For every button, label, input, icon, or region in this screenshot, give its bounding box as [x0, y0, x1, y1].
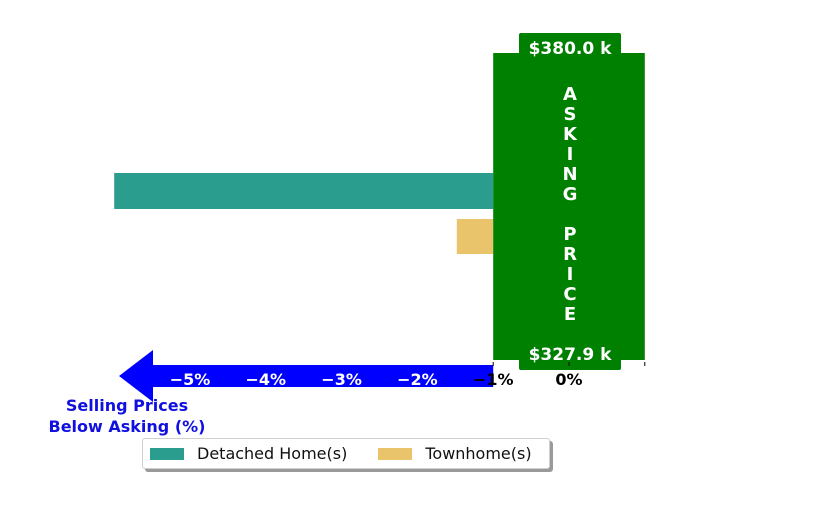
asking-price-letter: I	[567, 264, 574, 285]
bar-detached	[114, 173, 494, 209]
legend-label-townhome: Townhome(s)	[425, 444, 532, 463]
legend-item-detached: Detached Home(s)	[150, 444, 347, 463]
x-axis-label: Below Asking (%)	[49, 417, 206, 436]
bar-townhome	[456, 219, 494, 254]
x-tick-label: −1%	[473, 370, 514, 389]
legend-swatch-townhome	[378, 447, 413, 460]
asking-price-letter: K	[563, 124, 578, 145]
asking-price-letter: P	[563, 224, 576, 245]
legend-label-detached: Detached Home(s)	[197, 444, 348, 463]
legend-item-townhome: Townhome(s)	[378, 444, 532, 463]
x-tick-label: −3%	[321, 370, 362, 389]
x-axis-label: Selling Prices	[66, 396, 188, 415]
asking-price-letter: R	[563, 244, 577, 265]
asking-price-letter: G	[563, 184, 578, 205]
legend-swatch-detached	[150, 447, 184, 460]
asking-price-box	[493, 53, 645, 360]
top-price-label: $380.0 k	[529, 39, 613, 59]
asking-price-letter: N	[562, 164, 577, 185]
legend: Detached Home(s) Townhome(s)	[142, 438, 550, 469]
asking-price-letter: E	[564, 304, 576, 325]
asking-price-letter: I	[567, 144, 574, 165]
x-tick-label: −2%	[397, 370, 438, 389]
asking-price-letter: C	[563, 284, 576, 305]
x-tick-label: −4%	[246, 370, 287, 389]
bottom-price-badge	[519, 340, 621, 370]
asking-price-letter: S	[564, 104, 577, 125]
x-tick-label: −5%	[170, 370, 211, 389]
asking-price-letter: A	[563, 84, 577, 105]
bottom-price-label: $327.9 k	[529, 345, 613, 365]
below-asking-arrow	[119, 350, 494, 402]
top-price-badge	[519, 33, 621, 63]
x-tick-label: 0%	[555, 370, 582, 389]
